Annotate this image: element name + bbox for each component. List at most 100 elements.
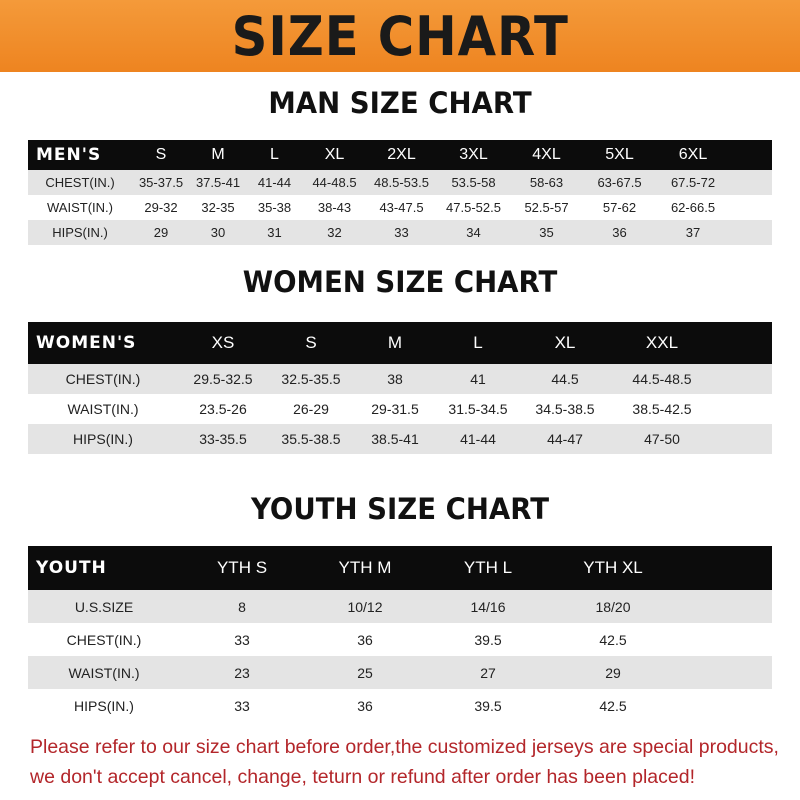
table-row: HIPS(IN.) 33 36 39.5 42.5 xyxy=(28,689,772,722)
table-cell: 38 xyxy=(387,371,403,387)
table-cell: 29 xyxy=(605,664,621,681)
row-label: WAIST(IN.) xyxy=(47,200,113,215)
table-cell: 4XL xyxy=(532,146,561,163)
table-cell: 41-44 xyxy=(460,431,496,447)
table-cell: 57-62 xyxy=(602,200,637,215)
table-cell: 26-29 xyxy=(293,401,329,417)
table-row: HIPS(IN.) 29 30 31 32 33 34 35 36 37 xyxy=(28,220,772,245)
row-label: WAIST(IN.) xyxy=(68,664,140,681)
table-cell: 41 xyxy=(470,371,486,387)
header-row: WOMEN'S XS S M L XL XXL xyxy=(28,322,772,364)
women-title: WOMEN SIZE CHART xyxy=(242,265,558,299)
row-label: HIPS(IN.) xyxy=(73,431,133,447)
table-cell: 44-48.5 xyxy=(312,175,357,190)
table-cell: YTH S xyxy=(216,558,268,577)
table-cell: 39.5 xyxy=(474,697,502,714)
table-cell: YTH L xyxy=(463,558,513,577)
table-cell: L xyxy=(270,146,279,163)
table-cell: 33 xyxy=(394,225,409,240)
row-label: CHEST(IN.) xyxy=(66,631,142,648)
row-label: HIPS(IN.) xyxy=(74,697,134,714)
table-cell: S xyxy=(155,146,167,163)
table-cell: 63-67.5 xyxy=(597,175,642,190)
table-cell: 42.5 xyxy=(599,697,627,714)
table-cell: 41-44 xyxy=(257,175,292,190)
table-cell: YTH M xyxy=(338,558,392,577)
table-cell: 36 xyxy=(357,697,373,714)
table-cell: 39.5 xyxy=(474,631,502,648)
table-cell: 62-66.5 xyxy=(670,200,716,215)
table-cell: 35-37.5 xyxy=(138,175,184,190)
men-size-table: MEN'S S M L XL 2XL 3XL 4XL 5XL 6XL CHEST(IN.) 35-37… xyxy=(28,140,772,245)
table-cell: 32 xyxy=(327,225,342,240)
table-cell: 27 xyxy=(480,664,496,681)
table-cell: 35-38 xyxy=(257,200,292,215)
table-cell: 47.5-52.5 xyxy=(446,200,501,215)
table-cell: 34 xyxy=(466,225,481,240)
table-cell: 18/20 xyxy=(595,598,631,615)
table-cell: 35 xyxy=(539,225,554,240)
table-row: CHEST(IN.) 35-37.5 37.5-41 41-44 44-48.5 48.5… xyxy=(28,170,772,195)
table-cell: XL xyxy=(324,146,345,163)
table-row: HIPS(IN.) 33-35.5 35.5-38.5 38.5-41 41-44 44-… xyxy=(28,424,772,454)
table-cell: 44-47 xyxy=(547,431,583,447)
table-cell: 38.5-41 xyxy=(371,431,419,447)
row-label: HIPS(IN.) xyxy=(52,225,108,240)
women-size-table: WOMEN'S XS S M L XL XXL CHEST(IN.) 29.5-32.5 32.5… xyxy=(28,322,772,454)
banner: SIZE CHART xyxy=(0,0,800,72)
table-cell: 44.5-48.5 xyxy=(632,371,692,387)
table-row: U.S.SIZE 8 10/12 14/16 18/20 xyxy=(28,590,772,623)
row-label: YOUTH xyxy=(36,558,107,578)
table-cell: L xyxy=(473,333,483,352)
table-cell: YTH XL xyxy=(583,558,643,577)
table-cell: 32-35 xyxy=(201,200,235,215)
table-cell: 8 xyxy=(238,598,246,615)
table-cell: 67.5-72 xyxy=(670,175,716,190)
table-cell: 10/12 xyxy=(347,598,383,615)
table-cell: M xyxy=(211,146,225,163)
table-cell: XS xyxy=(211,333,235,352)
table-cell: 38.5-42.5 xyxy=(632,401,692,417)
table-cell: XXL xyxy=(645,333,679,352)
row-label: CHEST(IN.) xyxy=(65,371,141,387)
table-cell: 34.5-38.5 xyxy=(535,401,595,417)
table-cell: 6XL xyxy=(678,146,708,163)
table-row: CHEST(IN.) 33 36 39.5 42.5 xyxy=(28,623,772,656)
table-cell: 42.5 xyxy=(599,631,627,648)
table-cell: 43-47.5 xyxy=(379,200,424,215)
table-cell: 29-31.5 xyxy=(371,401,419,417)
table-cell: 23.5-26 xyxy=(199,401,247,417)
table-cell: 48.5-53.5 xyxy=(374,175,429,190)
table-cell: 3XL xyxy=(459,146,488,163)
order-notice: Please refer to our size chart before or… xyxy=(30,736,779,788)
table-cell: 5XL xyxy=(605,146,634,163)
table-cell: 52.5-57 xyxy=(524,200,569,215)
men-title: MAN SIZE CHART xyxy=(268,86,532,120)
row-label: CHEST(IN.) xyxy=(45,175,115,190)
table-row: WAIST(IN.) 23.5-26 26-29 29-31.5 31.5-34.5 34… xyxy=(28,394,772,424)
table-cell: 23 xyxy=(234,664,250,681)
table-cell: 38-43 xyxy=(317,200,352,215)
banner-title: SIZE CHART xyxy=(231,4,569,68)
table-cell: 33 xyxy=(234,631,250,648)
table-cell: 37 xyxy=(685,225,701,240)
table-cell: 2XL xyxy=(387,146,416,163)
table-cell: 53.5-58 xyxy=(451,175,496,190)
table-cell: 31.5-34.5 xyxy=(448,401,508,417)
table-cell: 47-50 xyxy=(644,431,680,447)
table-cell: S xyxy=(305,333,317,352)
row-label: MEN'S xyxy=(36,145,102,165)
table-cell: 33-35.5 xyxy=(199,431,247,447)
header-row: MEN'S S M L XL 2XL 3XL 4XL 5XL 6XL xyxy=(28,140,772,170)
table-cell: 31 xyxy=(267,225,282,240)
youth-title: YOUTH SIZE CHART xyxy=(250,492,550,526)
table-cell: 14/16 xyxy=(470,598,506,615)
table-cell: 29-32 xyxy=(144,200,178,215)
table-cell: 44.5 xyxy=(551,371,579,387)
header-row: YOUTH YTH S YTH M YTH L YTH XL xyxy=(28,546,772,590)
table-row: WAIST(IN.) 29-32 32-35 35-38 38-43 43-47.5 47.… xyxy=(28,195,772,220)
row-label: WOMEN'S xyxy=(36,333,137,353)
table-cell: 35.5-38.5 xyxy=(281,431,341,447)
table-cell: M xyxy=(387,333,403,352)
